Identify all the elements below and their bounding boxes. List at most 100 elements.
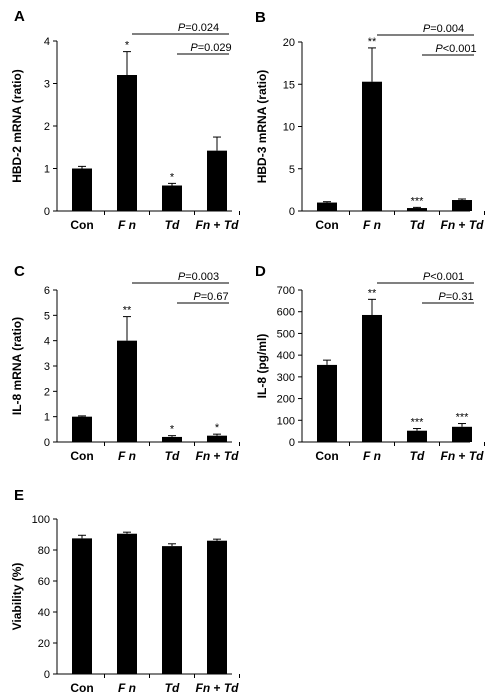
- category-label: F n: [363, 449, 381, 463]
- category-label: Con: [315, 218, 338, 232]
- bar-fn: [117, 75, 137, 211]
- category-label: Fn + Td: [195, 218, 239, 232]
- significance-marker: **: [123, 305, 132, 317]
- p-value-label: P=0.67: [193, 291, 228, 303]
- y-tick-label: 2: [44, 121, 50, 133]
- p-value-label: P=0.024: [178, 22, 219, 34]
- bar-td: [407, 430, 427, 442]
- category-label: Con: [70, 449, 93, 463]
- y-tick-label: 500: [277, 328, 295, 340]
- y-tick-label: 40: [38, 607, 50, 619]
- bar-td: [407, 208, 427, 211]
- panel-a: A 0 1 2 3 4 HBD-2 mRNA (ratio) Con * F n * Td Fn + T…: [10, 8, 240, 232]
- category-label: F n: [118, 218, 136, 232]
- y-tick-label: 0: [44, 206, 50, 218]
- p-value-label: P=0.31: [438, 291, 473, 303]
- y-tick-label: 0: [289, 206, 295, 218]
- p-value-label: P=0.029: [190, 42, 231, 54]
- category-label: F n: [363, 218, 381, 232]
- category-label: Td: [165, 681, 180, 695]
- category-label: F n: [118, 449, 136, 463]
- y-tick-label: 3: [44, 79, 50, 91]
- y-tick-label: 60: [38, 576, 50, 588]
- y-tick-label: 400: [277, 350, 295, 362]
- bar-fn: [362, 81, 382, 211]
- category-label: Td: [410, 218, 425, 232]
- bar-con: [317, 202, 337, 211]
- y-tick-label: 4: [44, 336, 50, 348]
- y-tick-label: 1: [44, 412, 50, 424]
- y-tick-label: 300: [277, 372, 295, 384]
- y-axis-label: IL-8 mRNA (ratio): [10, 317, 24, 415]
- category-label: Con: [315, 449, 338, 463]
- y-axis-label: HBD-2 mRNA (ratio): [10, 69, 24, 183]
- y-tick-label: 2: [44, 386, 50, 398]
- bar-fntd: [207, 435, 227, 442]
- bar-td: [162, 185, 182, 211]
- bar-fntd: [207, 150, 227, 211]
- bar-fn: [362, 314, 382, 442]
- category-label: Td: [165, 218, 180, 232]
- significance-marker: ***: [411, 417, 425, 429]
- significance-marker: *: [170, 171, 175, 183]
- significance-marker: *: [170, 424, 175, 436]
- category-label: F n: [118, 681, 136, 695]
- panel-d: D 0 100 200 300 400 500 600 700 IL-8 (pg/ml) Con **…: [255, 263, 485, 463]
- y-tick-label: 15: [283, 79, 295, 91]
- y-tick-label: 200: [277, 394, 295, 406]
- y-tick-label: 4: [44, 36, 50, 48]
- p-value-label: P=0.004: [423, 23, 464, 35]
- significance-marker: *: [125, 40, 130, 52]
- y-tick-label: 0: [289, 437, 295, 449]
- significance-marker: **: [368, 36, 377, 48]
- bar-td: [162, 546, 182, 674]
- y-tick-label: 20: [283, 37, 295, 49]
- y-tick-label: 10: [283, 122, 295, 134]
- category-label: Fn + Td: [440, 449, 484, 463]
- y-tick-label: 80: [38, 545, 50, 557]
- significance-marker: ***: [456, 412, 470, 424]
- category-label: Con: [70, 218, 93, 232]
- category-label: Td: [410, 449, 425, 463]
- y-tick-label: 0: [44, 669, 50, 681]
- significance-marker: *: [215, 422, 220, 434]
- category-label: Fn + Td: [195, 449, 239, 463]
- panel-c: C 0 1 2 3 4 5 6 IL-8 mRNA (ratio) Con ** F n * Td * Fn …: [10, 263, 240, 463]
- panel-letter: B: [255, 9, 266, 26]
- panel-letter: D: [255, 263, 266, 280]
- y-tick-label: 100: [277, 415, 295, 427]
- bar-con: [72, 168, 92, 211]
- y-axis-label: IL-8 (pg/ml): [255, 334, 269, 399]
- p-value-label: P<0.001: [435, 43, 476, 55]
- y-tick-label: 0: [44, 437, 50, 449]
- bar-fntd: [452, 426, 472, 442]
- bar-fn: [117, 533, 137, 674]
- panel-e: E 0 20 40 60 80 100 Viability (%) Con F n Td Fn + T…: [10, 487, 240, 695]
- panel-letter: E: [14, 487, 24, 504]
- bar-con: [317, 364, 337, 442]
- category-label: Fn + Td: [440, 218, 484, 232]
- panel-b: B 0 5 10 15 20 HBD-3 mRNA (ratio) Con ** F n *** Td…: [255, 9, 485, 232]
- p-value-label: P=0.003: [178, 271, 219, 283]
- y-tick-label: 3: [44, 361, 50, 373]
- bar-con: [72, 416, 92, 442]
- y-tick-label: 600: [277, 307, 295, 319]
- bar-con: [72, 538, 92, 674]
- bar-fn: [117, 340, 137, 442]
- y-tick-label: 5: [44, 310, 50, 322]
- category-label: Fn + Td: [195, 681, 239, 695]
- significance-marker: **: [368, 287, 377, 299]
- p-value-label: P<0.001: [423, 271, 464, 283]
- y-tick-label: 700: [277, 285, 295, 297]
- category-label: Con: [70, 681, 93, 695]
- panel-letter: A: [14, 8, 25, 25]
- y-tick-label: 100: [32, 514, 50, 526]
- bar-fntd: [207, 540, 227, 674]
- y-axis-label: HBD-3 mRNA (ratio): [255, 70, 269, 184]
- y-tick-label: 5: [289, 164, 295, 176]
- significance-marker: ***: [411, 195, 425, 207]
- y-tick-label: 1: [44, 164, 50, 176]
- category-label: Td: [165, 449, 180, 463]
- y-axis-label: Viability (%): [10, 563, 24, 631]
